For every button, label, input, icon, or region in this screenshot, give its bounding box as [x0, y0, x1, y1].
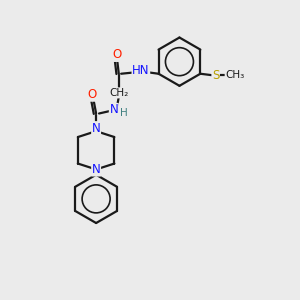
Text: O: O — [113, 48, 122, 62]
Text: CH₂: CH₂ — [109, 88, 128, 98]
Text: H: H — [120, 108, 128, 118]
Text: N: N — [92, 163, 100, 176]
Text: S: S — [212, 69, 219, 82]
Text: N: N — [92, 122, 100, 135]
Text: O: O — [88, 88, 97, 101]
Text: CH₃: CH₃ — [225, 70, 244, 80]
Text: HN: HN — [132, 64, 150, 77]
Text: N: N — [110, 103, 118, 116]
